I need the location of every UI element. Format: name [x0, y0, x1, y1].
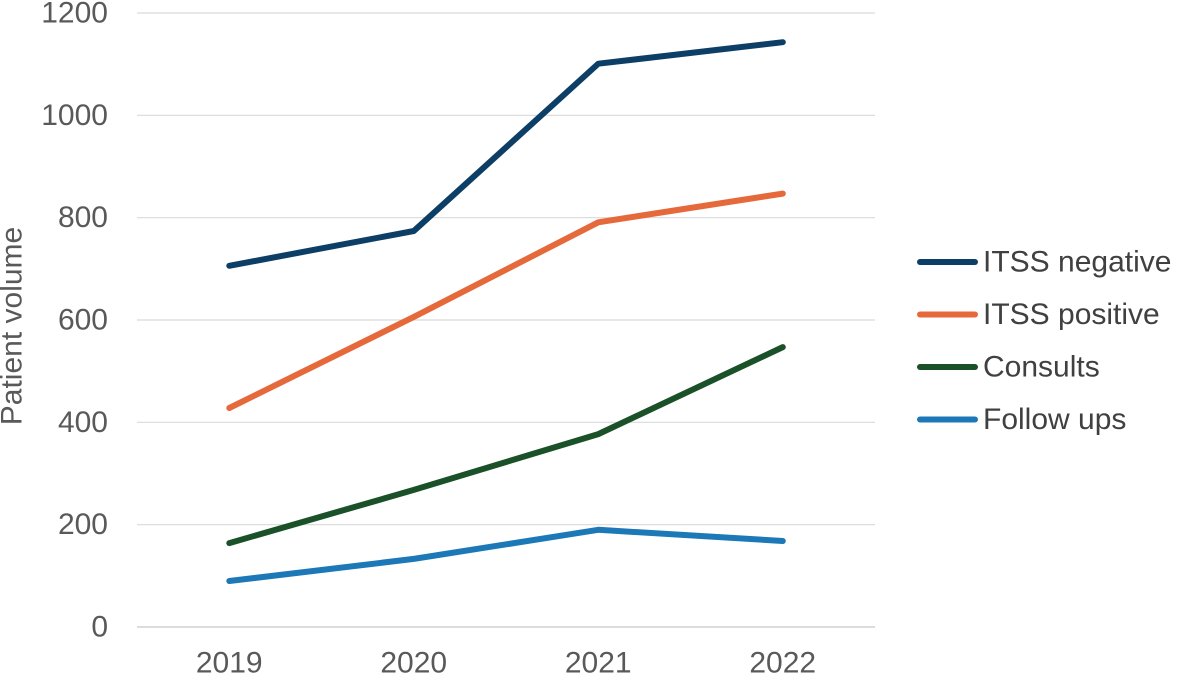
gridlines — [137, 12, 875, 628]
legend-label: ITSS positive — [983, 298, 1160, 331]
y-tick-label: 0 — [91, 611, 108, 644]
y-tick-label: 1200 — [41, 0, 108, 30]
legend-item-itss-negative: ITSS negative — [917, 246, 1171, 279]
series-line-itss-negative — [226, 39, 786, 269]
legend-label: ITSS negative — [983, 246, 1171, 279]
y-tick-label: 400 — [58, 406, 108, 439]
series-line-consults — [226, 344, 786, 547]
axes: 0 200 400 600 800 1000 1200 2019 2020 2021 2022 Pat… — [0, 0, 816, 676]
y-tick-label: 1000 — [41, 99, 108, 132]
legend-item-consults: Consults — [917, 351, 1100, 384]
series-lines — [226, 39, 786, 584]
legend-item-itss-positive: ITSS positive — [917, 298, 1160, 331]
y-tick-label: 800 — [58, 201, 108, 234]
x-tick-label: 2020 — [380, 647, 447, 676]
x-tick-label: 2022 — [749, 647, 816, 676]
legend-label: Follow ups — [983, 403, 1126, 436]
x-tick-label: 2021 — [565, 647, 632, 676]
y-axis-title: Patient volume — [0, 227, 29, 425]
y-tick-label: 600 — [58, 304, 108, 337]
legend-item-follow-ups: Follow ups — [917, 403, 1126, 436]
series-line-follow-ups — [226, 526, 786, 584]
y-tick-label: 200 — [58, 508, 108, 541]
x-tick-label: 2019 — [196, 647, 263, 676]
legend-label: Consults — [983, 351, 1100, 384]
series-line-itss-positive — [226, 190, 786, 411]
legend: ITSS negative ITSS positive Consults Follow… — [917, 246, 1171, 436]
